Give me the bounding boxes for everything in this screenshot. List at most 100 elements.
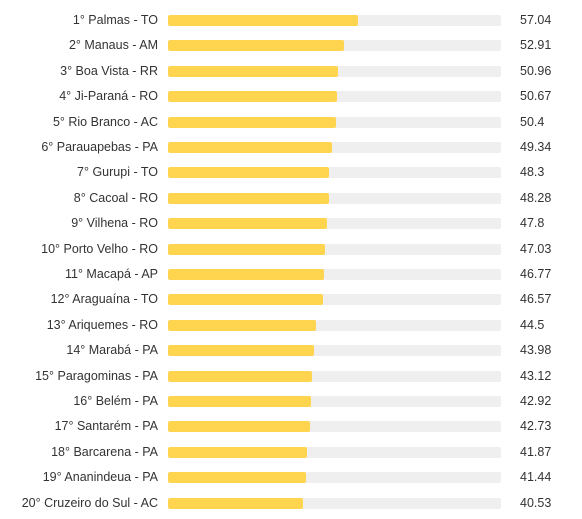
bar-track xyxy=(168,345,501,357)
bar-row: 8° Cacoal - RO 48.28 xyxy=(0,186,582,211)
bar-category-label: 7° Gurupi - TO xyxy=(77,165,158,180)
bar-track xyxy=(168,218,501,230)
bar-category-label: 1° Palmas - TO xyxy=(72,13,158,27)
bar-value-label: 44.5 xyxy=(520,317,545,332)
bar-row: 16° Belém - PA 42.92 xyxy=(0,389,582,414)
bar-row: 2° Manaus - AM 52.91 xyxy=(0,33,582,58)
bar-value-label: 47.8 xyxy=(520,216,545,231)
bar xyxy=(168,319,316,331)
bar-value-label: 48.3 xyxy=(520,165,545,180)
bar-row: 3° Boa Vista - RR 50.96 xyxy=(0,59,582,84)
bar-row: 13° Ariquemes - RO 44.5 xyxy=(0,313,582,338)
bar-track xyxy=(168,472,501,484)
bar-value-label: 42.92 xyxy=(520,394,552,408)
bar-row: 6° Parauapebas - PA 49.34 xyxy=(0,135,582,160)
bar-category-label: 16° Belém - PA xyxy=(73,394,158,408)
bar-category-label: 13° Ariquemes - RO xyxy=(46,317,158,332)
bar-value-label: 50.4 xyxy=(520,114,545,129)
bar-track xyxy=(168,446,501,458)
bar-track xyxy=(168,15,501,26)
bar-track xyxy=(168,370,501,382)
bar xyxy=(168,91,337,103)
bar-category-label: 14° Marabá - PA xyxy=(66,343,158,358)
bar-row: 19° Ananindeua - PA 41.44 xyxy=(0,465,582,490)
bar xyxy=(168,167,329,179)
bar-category-label: 3° Boa Vista - RR xyxy=(60,63,158,78)
bar xyxy=(168,370,312,382)
bar-category-label: 5° Rio Branco - AC xyxy=(52,114,158,129)
bar xyxy=(168,142,332,153)
bar-category-label: 4° Ji-Paraná - RO xyxy=(59,89,158,104)
bar-value-label: 41.44 xyxy=(520,470,552,485)
bar-track xyxy=(168,142,501,153)
bar-category-label: 15° Paragominas - PA xyxy=(35,368,158,383)
bar-value-label: 40.53 xyxy=(520,495,552,510)
bar-track xyxy=(168,497,501,509)
bar-track xyxy=(168,167,501,179)
bar-row: 5° Rio Branco - AC 50.4 xyxy=(0,110,582,135)
bar xyxy=(168,40,344,52)
bar-category-label: 9° Vilhena - RO xyxy=(71,216,158,231)
bar xyxy=(168,269,324,280)
bar-value-label: 49.34 xyxy=(520,140,552,154)
bar-category-label: 2° Manaus - AM xyxy=(68,38,158,53)
bar-category-label: 19° Ananindeua - PA xyxy=(42,470,158,485)
bar-row: 18° Barcarena - PA 41.87 xyxy=(0,440,582,465)
bar-value-label: 46.77 xyxy=(520,267,552,281)
bar-track xyxy=(168,319,501,331)
bar-category-label: 11° Macapá - AP xyxy=(64,267,158,281)
bar-track xyxy=(168,421,501,433)
bar xyxy=(168,472,306,484)
bar-category-label: 6° Parauapebas - PA xyxy=(41,140,158,154)
bar-category-label: 12° Araguaína - TO xyxy=(50,292,158,307)
bar xyxy=(168,243,325,255)
bar-track xyxy=(168,269,501,280)
bar-category-label: 18° Barcarena - PA xyxy=(51,444,158,459)
bar-value-label: 50.67 xyxy=(520,89,552,104)
bar-value-label: 43.98 xyxy=(520,343,552,358)
bar-track xyxy=(168,91,501,103)
bar-row: 4° Ji-Paraná - RO 50.67 xyxy=(0,84,582,109)
bar-track xyxy=(168,65,501,77)
bar-row: 9° Vilhena - RO 47.8 xyxy=(0,211,582,236)
bar xyxy=(168,396,311,407)
bar-track xyxy=(168,294,501,306)
bar-value-label: 48.28 xyxy=(520,190,552,205)
bar-track xyxy=(168,192,501,204)
bar xyxy=(168,294,323,306)
bar-track xyxy=(168,396,501,407)
bar-track xyxy=(168,40,501,52)
bar-row: 14° Marabá - PA 43.98 xyxy=(0,338,582,363)
bar-value-label: 46.57 xyxy=(520,292,552,307)
bar-row: 10° Porto Velho - RO 47.03 xyxy=(0,237,582,262)
bar xyxy=(168,421,310,433)
bar-track xyxy=(168,243,501,255)
bar-value-label: 41.87 xyxy=(520,444,552,459)
bar xyxy=(168,218,327,230)
bar-value-label: 57.04 xyxy=(520,13,552,27)
bar-row: 12° Araguaína - TO 46.57 xyxy=(0,287,582,312)
bar-track xyxy=(168,116,501,128)
bar xyxy=(168,65,338,77)
bar-category-label: 10° Porto Velho - RO xyxy=(41,241,158,256)
bar xyxy=(168,192,329,204)
bar-value-label: 52.91 xyxy=(520,38,552,53)
bar xyxy=(168,497,303,509)
bar-category-label: 20° Cruzeiro do Sul - AC xyxy=(21,495,158,510)
bar-row: 17° Santarém - PA 42.73 xyxy=(0,414,582,439)
bar-row: 15° Paragominas - PA 43.12 xyxy=(0,364,582,389)
bar xyxy=(168,116,336,128)
bar xyxy=(168,446,307,458)
bar-row: 20° Cruzeiro do Sul - AC 40.53 xyxy=(0,491,582,516)
bar-value-label: 43.12 xyxy=(520,368,552,383)
bar-category-label: 8° Cacoal - RO xyxy=(73,190,158,205)
bar xyxy=(168,15,358,26)
bar-row: 11° Macapá - AP 46.77 xyxy=(0,262,582,287)
bar-value-label: 47.03 xyxy=(520,241,552,256)
bar xyxy=(168,345,314,357)
bar-value-label: 50.96 xyxy=(520,63,552,78)
bar-category-label: 17° Santarém - PA xyxy=(54,419,158,434)
bar-value-label: 42.73 xyxy=(520,419,552,434)
bar-row: 1° Palmas - TO 57.04 xyxy=(0,8,582,33)
bar-row: 7° Gurupi - TO 48.3 xyxy=(0,160,582,185)
